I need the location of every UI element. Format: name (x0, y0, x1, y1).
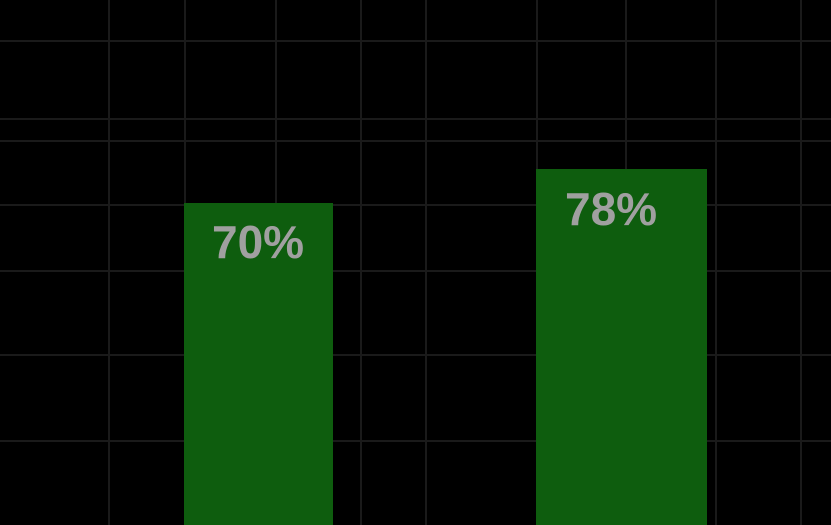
gridline-horizontal (0, 118, 831, 120)
gridline-horizontal (0, 40, 831, 42)
bar-label-1: 78% (565, 182, 657, 236)
gridline-vertical (360, 0, 362, 525)
gridline-vertical (800, 0, 802, 525)
bar-label-0: 70% (212, 215, 304, 269)
bar-chart: 70% 78% (0, 0, 831, 525)
gridline-vertical (108, 0, 110, 525)
gridline-horizontal (0, 140, 831, 142)
gridline-vertical (425, 0, 427, 525)
gridline-vertical (715, 0, 717, 525)
